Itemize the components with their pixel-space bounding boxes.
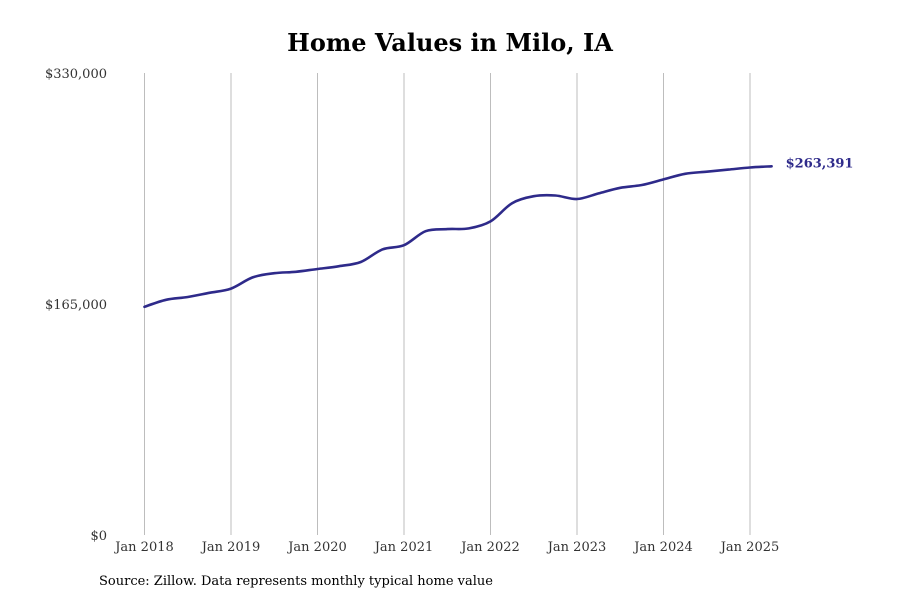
series-line	[143, 165, 773, 309]
chart-title: Home Values in Milo, IA	[287, 28, 613, 57]
source-note: Source: Zillow. Data represents monthly …	[99, 574, 493, 589]
x-axis: Jan 2018 Jan 2019 Jan 2020 Jan 2021 Jan 2022…	[113, 540, 779, 555]
gridlines	[144, 73, 751, 535]
x-tick-label: Jan 2023	[546, 540, 607, 555]
y-tick-label: $165,000	[45, 298, 107, 313]
end-value-label: $263,391	[786, 156, 854, 171]
series-layer: $263,391	[143, 156, 854, 309]
x-tick-label: Jan 2022	[459, 540, 520, 555]
y-tick-label: $0	[90, 529, 107, 544]
x-tick-label: Jan 2018	[113, 540, 174, 555]
x-tick-label: Jan 2019	[200, 540, 261, 555]
x-tick-label: Jan 2021	[373, 540, 434, 555]
y-axis: $0 $165,000 $330,000	[45, 67, 107, 544]
x-tick-label: Jan 2025	[719, 540, 780, 555]
x-tick-label: Jan 2020	[286, 540, 347, 555]
x-tick-label: Jan 2024	[632, 540, 693, 555]
y-tick-label: $330,000	[45, 67, 107, 82]
